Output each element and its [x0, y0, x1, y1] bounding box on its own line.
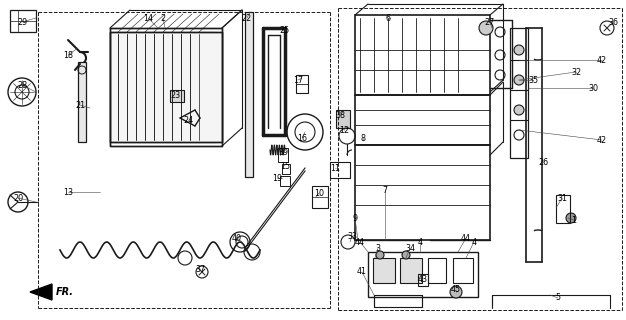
Text: 21: 21: [75, 100, 85, 109]
Text: 10: 10: [314, 188, 324, 197]
Bar: [78, 62, 86, 142]
Text: 41: 41: [357, 268, 367, 276]
Text: 8: 8: [361, 133, 366, 142]
Text: 42: 42: [597, 135, 607, 145]
Bar: [312, 186, 328, 208]
Text: 1: 1: [572, 215, 577, 225]
Text: 36: 36: [608, 18, 618, 27]
Text: 29: 29: [17, 18, 27, 27]
Text: 12: 12: [339, 125, 349, 134]
Text: 9: 9: [352, 213, 357, 222]
Bar: [282, 164, 290, 174]
Text: 20: 20: [13, 194, 23, 203]
Bar: [453, 258, 473, 283]
Text: 43: 43: [418, 276, 428, 284]
Text: 32: 32: [571, 68, 581, 76]
Text: 22: 22: [242, 13, 252, 22]
Text: 15: 15: [280, 162, 290, 171]
Text: 4: 4: [471, 237, 476, 246]
Circle shape: [514, 45, 524, 55]
Circle shape: [514, 75, 524, 85]
Bar: [115, 32, 215, 142]
Text: 7: 7: [382, 186, 387, 195]
Text: 38: 38: [335, 110, 345, 119]
Text: 33: 33: [347, 231, 357, 241]
Bar: [280, 176, 290, 186]
Text: 44: 44: [355, 237, 365, 246]
Text: 6: 6: [386, 13, 391, 22]
Text: 34: 34: [405, 244, 415, 252]
Text: 24: 24: [183, 116, 193, 124]
Polygon shape: [30, 284, 52, 300]
Bar: [400, 258, 422, 283]
Bar: [418, 274, 428, 286]
Circle shape: [514, 105, 524, 115]
Text: 45: 45: [451, 285, 461, 294]
Text: 14: 14: [143, 13, 153, 22]
Text: 28: 28: [17, 81, 27, 90]
Bar: [355, 15, 490, 95]
Text: 31: 31: [557, 194, 567, 203]
Text: 35: 35: [528, 76, 538, 84]
Bar: [245, 12, 253, 177]
Circle shape: [450, 286, 462, 298]
Text: 4: 4: [418, 237, 423, 246]
Bar: [374, 295, 422, 307]
Bar: [428, 258, 446, 283]
Text: 16: 16: [297, 133, 307, 142]
Text: 42: 42: [597, 55, 607, 65]
Bar: [110, 28, 222, 146]
Bar: [296, 75, 308, 93]
Bar: [110, 32, 222, 142]
Bar: [278, 148, 288, 162]
Circle shape: [566, 213, 576, 223]
Text: 5: 5: [555, 293, 560, 302]
Text: 37: 37: [195, 266, 205, 275]
Bar: [170, 90, 184, 102]
Text: 19: 19: [272, 173, 282, 182]
Bar: [355, 95, 490, 145]
Text: 13: 13: [63, 188, 73, 196]
Text: 30: 30: [588, 84, 598, 92]
Circle shape: [376, 251, 384, 259]
Text: 2: 2: [160, 13, 165, 22]
Bar: [373, 258, 395, 283]
Circle shape: [402, 251, 410, 259]
Text: 23: 23: [170, 91, 180, 100]
Text: 39: 39: [278, 148, 288, 156]
Text: 18: 18: [63, 51, 73, 60]
Bar: [355, 145, 490, 240]
Text: 17: 17: [293, 76, 303, 84]
Text: 44: 44: [461, 234, 471, 243]
Bar: [336, 110, 350, 128]
Text: FR.: FR.: [56, 287, 74, 297]
Text: 27: 27: [485, 18, 495, 27]
Text: 3: 3: [376, 244, 381, 252]
Circle shape: [479, 21, 493, 35]
Bar: [556, 195, 570, 223]
Bar: [510, 28, 528, 158]
Text: 26: 26: [538, 157, 548, 166]
Text: 11: 11: [330, 164, 340, 172]
Text: 40: 40: [232, 234, 242, 243]
Text: 25: 25: [280, 26, 290, 35]
Bar: [10, 10, 36, 32]
Bar: [368, 252, 478, 297]
